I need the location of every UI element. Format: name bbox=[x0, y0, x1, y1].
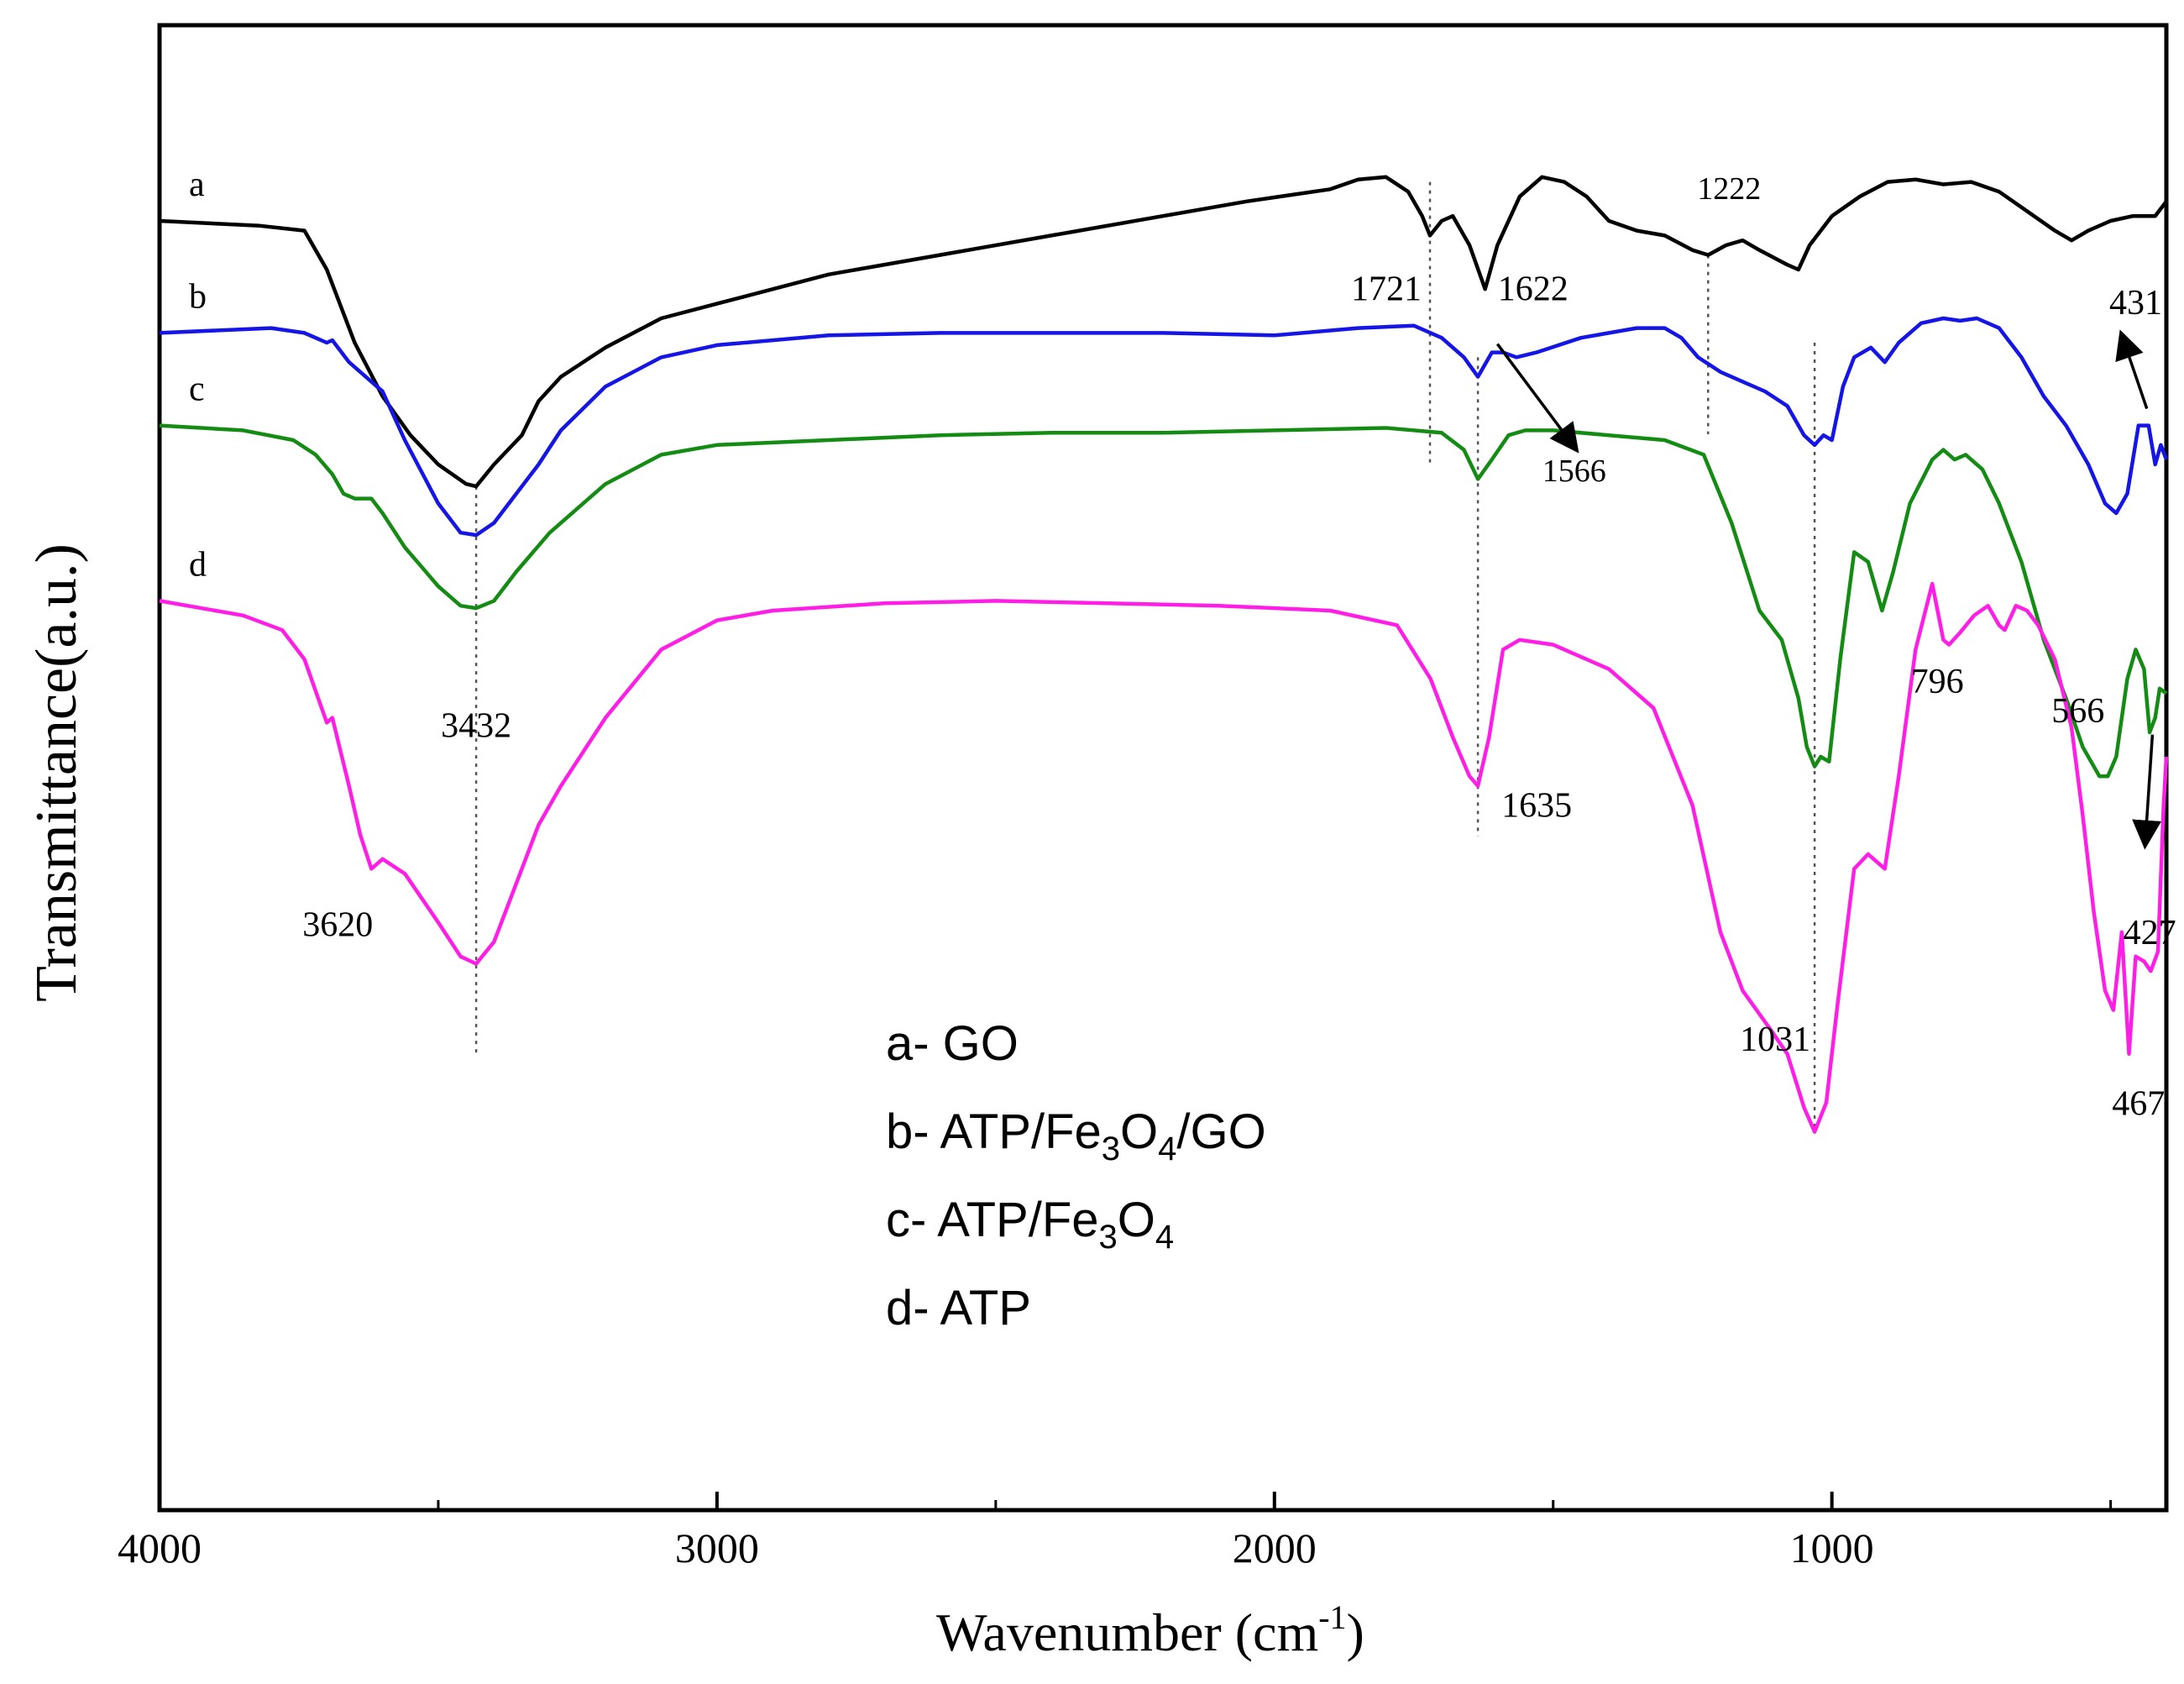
peak-label-3432: 3432 bbox=[441, 707, 511, 746]
arrow-1566 bbox=[1495, 343, 1579, 454]
spectrum-curves bbox=[159, 175, 2169, 1134]
peak-labels: 3432 3620 1721 1622 1222 1566 1635 1031 796 566 43… bbox=[302, 171, 2176, 1124]
legend-entry-sub: 3 bbox=[1099, 1219, 1118, 1256]
curve-letters: a b c d bbox=[189, 165, 207, 584]
legend-entry-3: d- ATP bbox=[886, 1281, 1031, 1335]
legend-entry-text: c- ATP/Fe bbox=[886, 1193, 1099, 1247]
legend-entry-sub: 4 bbox=[1155, 1219, 1174, 1256]
peak-arrows bbox=[1495, 329, 2162, 850]
peak-label-1635: 1635 bbox=[1501, 787, 1572, 826]
x-axis-title: Wavenumber (cm-1) bbox=[936, 1598, 1364, 1662]
legend-entry-sub: 3 bbox=[1102, 1131, 1120, 1167]
legend-entry-mid: O bbox=[1118, 1193, 1155, 1247]
x-tick-label-2000: 2000 bbox=[1233, 1524, 1317, 1571]
legend-entry-mid: O bbox=[1120, 1104, 1158, 1159]
series-line-a bbox=[159, 175, 2168, 489]
peak-label-566: 566 bbox=[2051, 692, 2104, 731]
y-axis-title: Transmittance(a.u.) bbox=[24, 543, 89, 1002]
x-axis-title-close: ) bbox=[1347, 1603, 1364, 1662]
peak-label-796: 796 bbox=[1911, 663, 1964, 701]
x-tick-label-4000: 4000 bbox=[118, 1524, 202, 1571]
legend-entry-text: a- GO bbox=[886, 1016, 1019, 1071]
legend-entry-2: c- ATP/Fe3O4 bbox=[886, 1193, 1174, 1256]
curve-letter-d: d bbox=[189, 545, 207, 584]
arrow-431 bbox=[2115, 329, 2149, 410]
legend-entry-sub: 4 bbox=[1158, 1131, 1176, 1167]
legend-entry-suffix: /GO bbox=[1176, 1104, 1265, 1159]
legend-entry-1: b- ATP/Fe3O4/GO bbox=[886, 1104, 1266, 1167]
plot-frame bbox=[157, 23, 2169, 1513]
curve-letter-b: b bbox=[189, 277, 207, 316]
x-axis-title-text: Wavenumber (cm bbox=[936, 1603, 1318, 1662]
peak-label-1566: 1566 bbox=[1542, 454, 1606, 489]
peak-label-1721: 1721 bbox=[1351, 270, 1422, 309]
x-axis: 4000 3000 2000 1000 bbox=[118, 1492, 2113, 1571]
series-line-b bbox=[159, 316, 2169, 538]
series-line-d bbox=[159, 581, 2169, 1134]
guide-lines bbox=[474, 181, 1816, 1132]
peak-label-1031: 1031 bbox=[1740, 1020, 1810, 1059]
curve-letter-c: c bbox=[189, 370, 205, 409]
curve-letter-a: a bbox=[189, 165, 205, 204]
peak-label-431: 431 bbox=[2109, 284, 2162, 323]
peak-label-427: 427 bbox=[2124, 914, 2176, 952]
arrow-427 bbox=[2132, 734, 2162, 850]
peak-label-1622: 1622 bbox=[1498, 270, 1569, 309]
x-tick-label-1000: 1000 bbox=[1790, 1524, 1874, 1571]
peak-label-1222: 1222 bbox=[1697, 171, 1761, 207]
x-axis-title-sup: -1 bbox=[1318, 1598, 1346, 1636]
peak-label-3620: 3620 bbox=[302, 905, 373, 944]
legend-entry-0: a- GO bbox=[886, 1016, 1019, 1071]
legend-entry-text: b- ATP/Fe bbox=[886, 1104, 1102, 1159]
x-tick-label-3000: 3000 bbox=[675, 1524, 759, 1571]
peak-label-467: 467 bbox=[2112, 1085, 2165, 1124]
legend-entry-text: d- ATP bbox=[886, 1281, 1031, 1335]
